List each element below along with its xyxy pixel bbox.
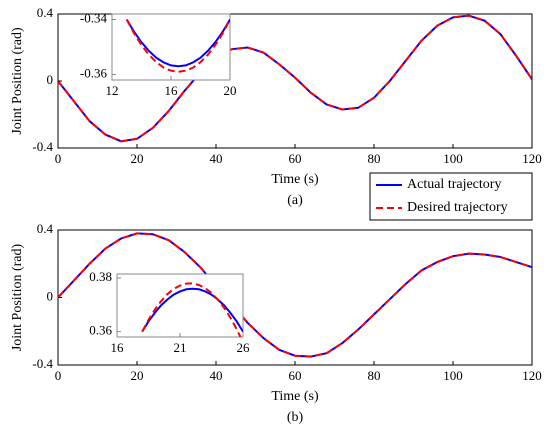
- x-tick-label: 80: [368, 151, 381, 166]
- plot-lines: [58, 232, 532, 358]
- x-tick-label: 26: [237, 340, 251, 355]
- caption: (b): [287, 410, 304, 425]
- y-axis-label: Joint Position (rad): [10, 27, 25, 135]
- x-tick-label: 21: [174, 340, 187, 355]
- legend-box: [369, 172, 533, 221]
- x-tick-label: 100: [443, 151, 463, 166]
- series-line: [141, 287, 243, 333]
- y-tick-label: 0.4: [37, 5, 54, 20]
- y-tick-label: 0.4: [37, 221, 54, 236]
- x-tick-label: 60: [289, 368, 302, 383]
- x-axis-label: Time (s): [271, 172, 319, 187]
- x-tick-label: 80: [368, 368, 381, 383]
- y-tick-label: 0: [47, 72, 54, 87]
- caption: (a): [287, 193, 303, 208]
- x-axis-label: Time (s): [271, 389, 319, 404]
- x-tick-label: 100: [443, 368, 463, 383]
- y-tick-label: -0.4: [32, 139, 53, 154]
- x-tick-label: 40: [210, 151, 223, 166]
- y-axis-label: Joint Position (rad): [10, 244, 25, 352]
- plot-lines: [125, 18, 230, 73]
- y-tick-label: 0.38: [89, 269, 112, 284]
- y-tick-label: -0.36: [80, 65, 108, 80]
- x-tick-label: 0: [55, 368, 62, 383]
- x-tick-label: 0: [55, 151, 62, 166]
- legend-label: Desired trajectory: [407, 200, 508, 215]
- y-tick-label: -0.4: [32, 356, 53, 371]
- plot-lines: [58, 14, 532, 143]
- x-tick-label: 120: [522, 368, 542, 383]
- x-tick-label: 40: [210, 368, 223, 383]
- series-line: [125, 18, 230, 68]
- x-tick-label: 12: [106, 83, 119, 98]
- x-tick-label: 16: [165, 83, 179, 98]
- x-tick-label: 20: [131, 368, 144, 383]
- x-tick-label: 120: [522, 151, 542, 166]
- y-tick-label: -0.34: [80, 10, 108, 25]
- series-line: [58, 14, 532, 143]
- series-line: [58, 232, 532, 358]
- x-tick-label: 20: [131, 151, 144, 166]
- x-tick-label: 16: [111, 340, 125, 355]
- plot-lines: [141, 282, 243, 337]
- y-tick-label: 0.36: [89, 323, 112, 338]
- legend-label: Actual trajectory: [407, 177, 501, 192]
- series-line: [125, 19, 230, 73]
- x-tick-label: 60: [289, 151, 302, 166]
- y-tick-label: 0: [47, 288, 54, 303]
- x-tick-label: 20: [224, 83, 237, 98]
